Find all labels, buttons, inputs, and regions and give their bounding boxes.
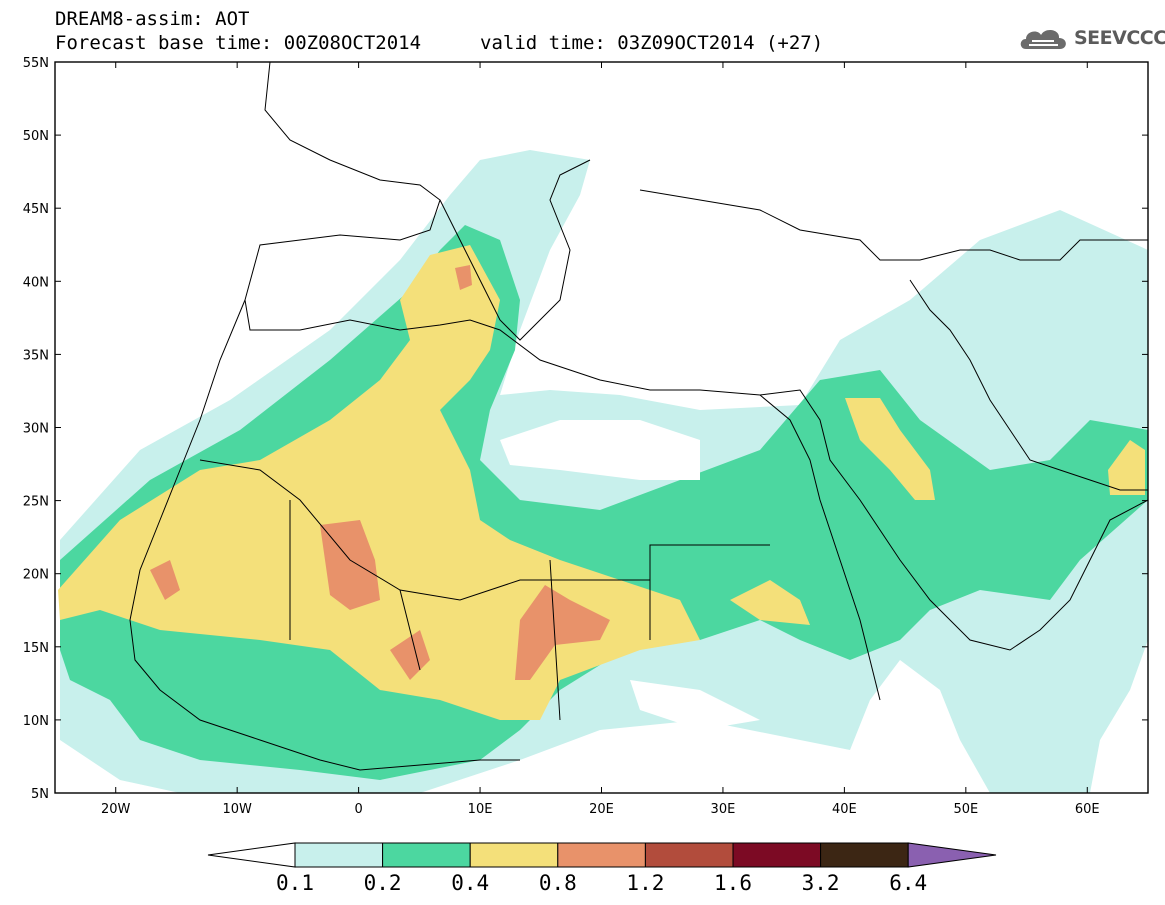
colorbar-over-arrow bbox=[907, 842, 997, 868]
colorbar-label: 0.4 bbox=[451, 871, 489, 895]
colorbar-label: 0.8 bbox=[539, 871, 577, 895]
lat-tick-label: 10N bbox=[23, 714, 49, 729]
axis-ticks: 20W 10W 0 10E 20E 30E 40E 50E 60E 55N 50N 45N 40N 35N… bbox=[23, 56, 1148, 817]
colorbar-swatch bbox=[469, 842, 559, 868]
aot-band-0.4-sudan bbox=[730, 580, 810, 625]
lon-tick-label: 60E bbox=[1075, 802, 1100, 817]
lat-tick-label: 40N bbox=[23, 275, 49, 290]
colorbar-label: 3.2 bbox=[802, 871, 840, 895]
colorbar-label: 0.1 bbox=[276, 871, 314, 895]
lat-tick-label: 20N bbox=[23, 568, 49, 583]
colorbar-swatch bbox=[820, 842, 909, 868]
colorbar-swatch bbox=[382, 842, 471, 868]
aot-shading bbox=[58, 150, 1148, 793]
aot-band-0.8-c bbox=[390, 630, 430, 680]
lon-tick-label: 10E bbox=[468, 802, 493, 817]
lon-tick-label: 20E bbox=[589, 802, 614, 817]
lat-tick-label: 35N bbox=[23, 348, 49, 363]
colorbar-label: 0.2 bbox=[364, 871, 402, 895]
lat-tick-label: 45N bbox=[23, 202, 49, 217]
map-title: DREAM8-assim: AOT bbox=[55, 8, 250, 30]
colorbar-label: 1.2 bbox=[626, 871, 664, 895]
lat-tick-label: 5N bbox=[31, 787, 49, 802]
coastlines bbox=[129, 62, 1148, 771]
colorbar-label: 1.6 bbox=[714, 871, 752, 895]
lat-tick-label: 55N bbox=[23, 56, 49, 71]
aot-map: 20W 10W 0 10E 20E 30E 40E 50E 60E 55N 50N 45N 40N 35N… bbox=[23, 56, 1149, 817]
lat-tick-label: 30N bbox=[23, 422, 49, 437]
lon-tick-label: 10W bbox=[222, 802, 252, 817]
aot-band-0.4-east bbox=[1108, 440, 1145, 495]
colorbar-swatch bbox=[294, 842, 384, 868]
aot-band-0.4-arabia bbox=[845, 398, 935, 500]
aot-low-sahel bbox=[630, 680, 760, 730]
aot-band-0.8-e bbox=[455, 265, 472, 290]
lat-tick-label: 15N bbox=[23, 641, 49, 656]
lat-tick-label: 25N bbox=[23, 495, 49, 510]
logo-text: SEEVCCC bbox=[1074, 27, 1165, 49]
colorbar-swatch bbox=[644, 842, 734, 868]
seevccc-logo: SEEVCCC bbox=[1018, 24, 1165, 52]
colorbar-under-arrow bbox=[207, 842, 296, 868]
valid-time: valid time: 03Z09OCT2014 (+27) bbox=[480, 32, 824, 54]
lon-tick-label: 20W bbox=[101, 802, 131, 817]
aot-low-libya bbox=[500, 420, 700, 480]
lon-tick-label: 40E bbox=[832, 802, 857, 817]
lon-tick-label: 50E bbox=[953, 802, 978, 817]
lon-tick-label: 30E bbox=[711, 802, 736, 817]
aot-band-0.8-b bbox=[515, 585, 610, 680]
lon-tick-label: 0 bbox=[354, 802, 362, 817]
cloud-logo-icon bbox=[1020, 29, 1066, 49]
aot-band-0.8-d bbox=[150, 560, 180, 600]
colorbar-swatch bbox=[732, 842, 822, 868]
lat-tick-label: 50N bbox=[23, 129, 49, 144]
colorbar-swatch bbox=[557, 842, 646, 868]
colorbar-label: 6.4 bbox=[889, 871, 927, 895]
forecast-base-time: Forecast base time: 00Z08OCT2014 bbox=[55, 32, 422, 54]
